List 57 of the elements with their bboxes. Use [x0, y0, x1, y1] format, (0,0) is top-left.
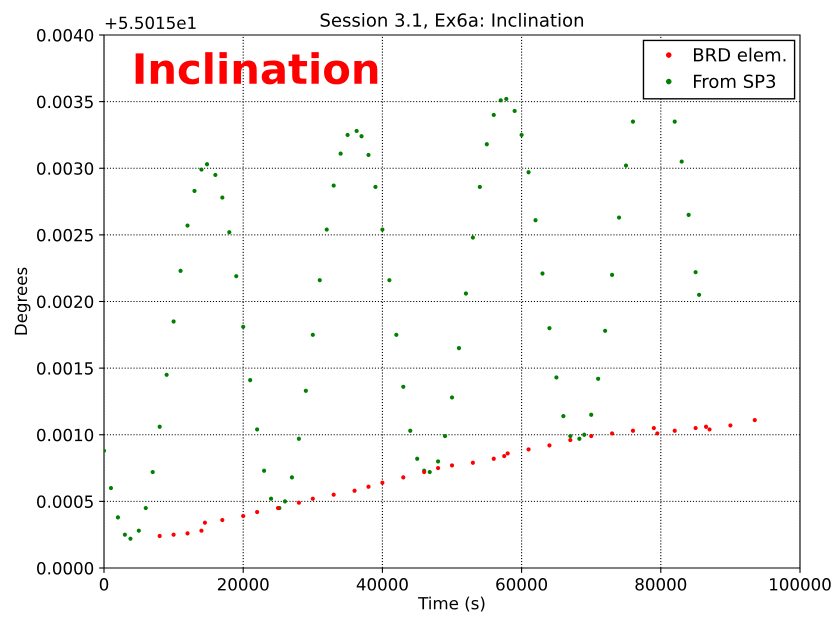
point: [652, 426, 656, 430]
point: [752, 418, 757, 422]
point: [296, 500, 301, 505]
y-tick-label: 0.0025: [37, 228, 93, 242]
y-tick-label: 0.0030: [37, 162, 94, 175]
point: [255, 510, 260, 514]
point: [707, 427, 712, 432]
y-tick-label: 0.0040: [37, 28, 94, 42]
point: [220, 518, 224, 522]
x-tick-label: 80000: [635, 578, 686, 591]
legend-label: From SP3: [694, 74, 776, 88]
y-tick-label: 0.0015: [37, 362, 93, 375]
point: [401, 475, 406, 480]
point: [502, 454, 506, 458]
point: [172, 532, 176, 537]
point: [202, 520, 208, 525]
point: [241, 514, 246, 518]
point: [672, 428, 677, 433]
point: [492, 456, 496, 461]
point: [655, 431, 660, 436]
point: [547, 443, 552, 448]
y-tick-label: 0.0005: [37, 495, 93, 508]
annotation: Inclination: [136, 52, 378, 84]
point: [526, 447, 531, 452]
point: [630, 428, 636, 433]
y-axis-title: Degrees: [14, 268, 30, 335]
x-tick-label: 60000: [496, 578, 547, 591]
point: [610, 431, 614, 436]
chart-title: Session 3.1, Ex6a: Inclination: [320, 12, 584, 29]
point: [728, 423, 732, 428]
point: [366, 484, 371, 489]
point: [436, 466, 440, 470]
point: [589, 434, 594, 438]
x-axis-title: Time (s): [418, 596, 484, 612]
x-tick-label: 0: [100, 578, 108, 591]
legend-label: BRD elem.: [694, 48, 786, 62]
y-tick-label: 0.0010: [37, 428, 94, 442]
x-tick-label: 100000: [770, 578, 831, 591]
point: [158, 534, 162, 538]
y-tick-label: 0.0020: [37, 295, 94, 308]
point: [694, 426, 698, 430]
point: [185, 531, 190, 536]
point: [450, 463, 454, 468]
x-tick-label: 40000: [356, 578, 408, 591]
y-tick-label: 0.0000: [37, 562, 94, 575]
point: [332, 492, 336, 497]
y-tick-label: 0.0035: [37, 96, 93, 108]
point: [199, 528, 204, 533]
point: [352, 488, 357, 493]
point: [568, 438, 572, 442]
x-tick-label: 20000: [218, 578, 269, 591]
point: [310, 496, 315, 501]
point: [470, 460, 475, 465]
point: [704, 424, 708, 429]
point: [506, 451, 510, 456]
text: +5.5015e1: [106, 16, 196, 30]
point: [380, 480, 384, 485]
